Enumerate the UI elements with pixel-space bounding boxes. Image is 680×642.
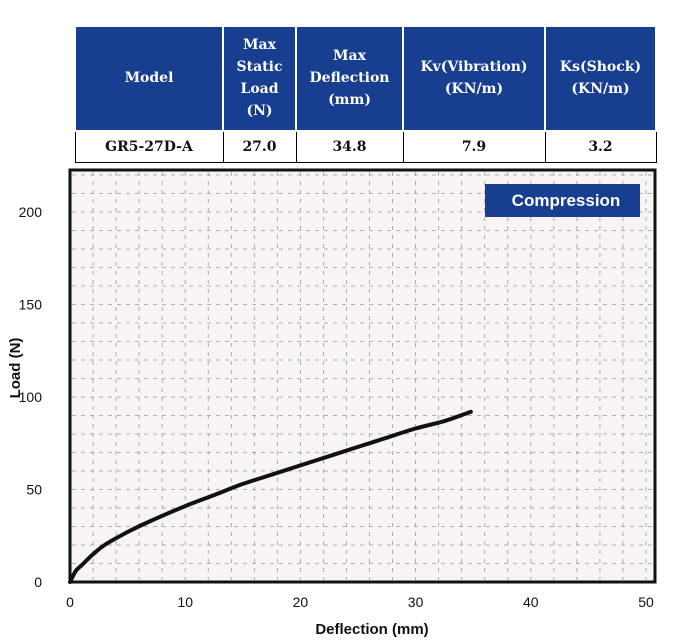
- y-tick-label: 0: [34, 574, 42, 590]
- x-tick-label: 20: [293, 594, 309, 610]
- spec-table-header-row: Model Max Static Load (N) Max Deflection…: [74, 25, 657, 132]
- y-tick-label: 100: [19, 389, 43, 405]
- legend-label: Compression: [512, 191, 621, 210]
- series-line-compression: [68, 409, 473, 584]
- y-tick-label: 50: [26, 482, 42, 498]
- legend: Compression: [485, 184, 640, 217]
- cell-ks-shock: 3.2: [544, 130, 657, 163]
- plot-background: [70, 170, 655, 582]
- spec-table-row: GR5-27D-A 27.0 34.8 7.9 3.2: [74, 130, 657, 163]
- x-axis-title: Deflection (mm): [315, 621, 428, 638]
- series-layer: [68, 409, 473, 584]
- x-tick-label: 0: [66, 594, 74, 610]
- cell-max-static-load: 27.0: [222, 130, 297, 163]
- plot-grid: [72, 172, 653, 580]
- y-axis-title: Load (N): [7, 338, 24, 399]
- y-tick-label: 150: [19, 297, 43, 313]
- legend-box: [485, 184, 640, 217]
- x-tick-label: 50: [638, 594, 654, 610]
- axis-ticks: 0 10 20 30 40 50 0 50 100 150 200: [19, 204, 654, 610]
- plot-frame: [68, 168, 657, 584]
- x-tick-label: 30: [408, 594, 424, 610]
- spec-table: Model Max Static Load (N) Max Deflection…: [74, 25, 657, 163]
- header-ks-shock: Ks(Shock) (KN/m): [544, 25, 657, 132]
- header-kv-vibration: Kv(Vibration) (KN/m): [402, 25, 546, 132]
- header-model: Model: [74, 25, 224, 132]
- cell-kv-vibration: 7.9: [402, 130, 546, 163]
- header-max-static-load: Max Static Load (N): [222, 25, 297, 132]
- y-tick-label: 200: [19, 204, 43, 220]
- x-tick-label: 40: [523, 594, 539, 610]
- header-max-deflection: Max Deflection (mm): [295, 25, 404, 132]
- x-tick-label: 10: [177, 594, 193, 610]
- cell-max-deflection: 34.8: [295, 130, 404, 163]
